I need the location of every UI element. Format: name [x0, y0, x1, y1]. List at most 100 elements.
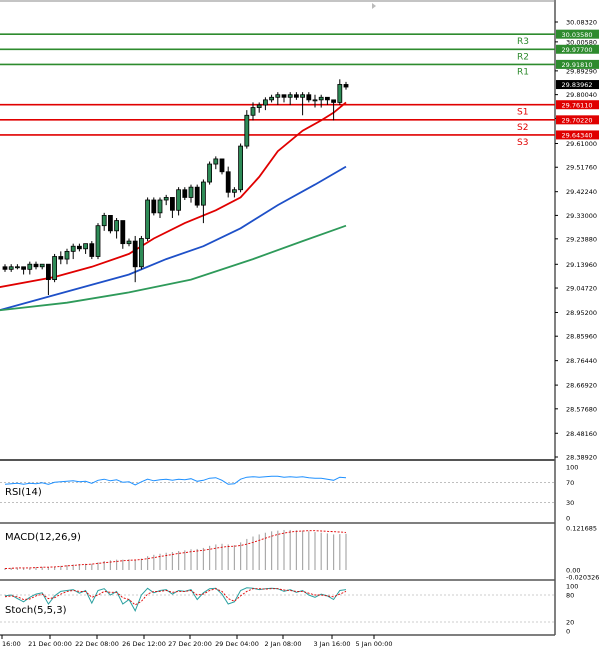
candle-bull — [126, 240, 132, 245]
price-tick-label: 29.13960 — [566, 261, 597, 269]
level-price-tag-text: 29.76110 — [561, 101, 592, 109]
candle-bear — [21, 266, 27, 270]
macd-tick-label: 0.00 — [566, 566, 580, 574]
time-tick-label: 5 Jan 00:00 — [355, 640, 392, 648]
rsi-pane — [0, 462, 555, 523]
candle-bear — [58, 256, 64, 260]
price-tick-label: 28.38920 — [566, 454, 597, 462]
level-price-tag — [556, 29, 599, 39]
candle-bear — [343, 84, 349, 88]
price-tick-label: 28.85960 — [566, 333, 597, 341]
candle-bull — [83, 243, 88, 250]
current-price-tag — [556, 80, 599, 90]
candle-bull — [231, 189, 237, 193]
candle-bull — [27, 263, 33, 270]
candle-bear — [225, 171, 231, 193]
candle-bear — [151, 199, 157, 214]
candle-bear — [120, 220, 126, 245]
level-price-tag-text: 29.70220 — [561, 116, 592, 124]
macd-tick-label: 0.121685 — [566, 525, 597, 533]
time-tick-label: 2 Jan 08:00 — [264, 640, 301, 648]
macd-label: MACD(12,26,9) — [5, 532, 81, 543]
candle-bull — [39, 263, 45, 268]
chart-shift-marker-icon — [372, 3, 376, 9]
candle-bear — [293, 94, 299, 98]
price-tick-label: 29.89290 — [566, 67, 597, 75]
candle-bull — [176, 189, 182, 211]
price-tick-label: 30.08320 — [566, 19, 597, 27]
rsi-tick-label: 70 — [566, 479, 574, 487]
candle-bull — [213, 158, 219, 165]
price-tick-label: 28.66920 — [566, 382, 597, 390]
main-pane — [0, 8, 555, 460]
level-price-tag-text: 29.64340 — [561, 132, 592, 140]
rsi-tick-label: 100 — [566, 464, 578, 472]
stoch-pane — [0, 582, 555, 635]
candle-bull — [300, 94, 306, 98]
candle-bull — [52, 256, 57, 281]
candle-bull — [14, 266, 20, 269]
candle-bull — [163, 197, 169, 201]
stoch-label: Stoch(5,5,3) — [5, 605, 67, 616]
candle-bear — [33, 263, 39, 268]
time-tick-label: 3 Jan 16:00 — [313, 640, 350, 648]
candle-bull — [256, 104, 262, 108]
price-tick-label: 29.61000 — [566, 140, 597, 148]
stoch-signal-line — [4, 588, 347, 606]
candle-bull — [312, 99, 318, 102]
level-label-r2: R2 — [517, 52, 529, 62]
candle-bull — [275, 94, 281, 98]
price-tick-label: 29.23880 — [566, 235, 597, 243]
candle-bull — [269, 96, 275, 101]
candle-bear — [194, 186, 200, 206]
candle-bull — [70, 245, 76, 252]
level-price-tag-text: 30.03580 — [561, 31, 592, 39]
stoch-tick-label: 20 — [566, 619, 574, 627]
candle-bear — [281, 94, 287, 98]
price-tick-label: 30.00580 — [566, 38, 597, 46]
time-tick-label: 21 Dec 00:00 — [28, 640, 72, 648]
rsi-tick-label: 30 — [566, 499, 574, 507]
price-tick-label: 29.51760 — [566, 164, 597, 172]
candle-bull — [262, 99, 268, 106]
rsi-tick-label: 0 — [566, 515, 570, 523]
candle-bull — [250, 107, 256, 116]
candle-bull — [188, 186, 194, 198]
price-tick-label: 28.48160 — [566, 430, 597, 438]
time-tick-label: 22 Dec 08:00 — [75, 640, 119, 648]
moving-average-line — [0, 101, 347, 288]
level-label-r3: R3 — [517, 37, 529, 47]
stoch-tick-label: 100 — [566, 583, 578, 591]
candle-bear — [2, 266, 8, 270]
candle-bull — [200, 181, 206, 206]
stoch-tick-label: 0 — [566, 628, 570, 636]
candle-bull — [145, 199, 151, 239]
candle-bear — [108, 215, 113, 232]
level-price-tag-text: 29.91810 — [561, 61, 592, 69]
level-label-r1: R1 — [517, 67, 529, 77]
candle-bear — [331, 99, 337, 103]
level-price-tag — [556, 100, 599, 110]
level-price-tag — [556, 44, 599, 54]
price-tick-label: 29.33000 — [566, 212, 597, 220]
time-tick-label: 16:00 — [2, 640, 21, 648]
candle-bear — [306, 94, 312, 101]
candle-bull — [8, 266, 14, 270]
price-tick-label: 28.57680 — [566, 405, 597, 413]
candle-bear — [46, 263, 51, 281]
candle-bear — [219, 158, 225, 173]
candle-bull — [114, 220, 119, 232]
candle-bull — [337, 84, 343, 103]
price-tick-label: 28.76440 — [566, 357, 597, 365]
candle-bull — [207, 163, 213, 183]
candle-bear — [324, 96, 330, 101]
level-label-s2: S2 — [517, 123, 528, 133]
price-tick-label: 28.95200 — [566, 309, 597, 317]
time-tick-label: 27 Dec 20:00 — [168, 640, 212, 648]
time-tick-label: 29 Dec 04:00 — [215, 640, 259, 648]
rsi-line — [4, 475, 347, 486]
current-price-tag-text: 29.83962 — [561, 81, 592, 89]
stoch-tick-label: 80 — [566, 592, 574, 600]
level-price-tag-text: 29.97700 — [561, 46, 592, 54]
